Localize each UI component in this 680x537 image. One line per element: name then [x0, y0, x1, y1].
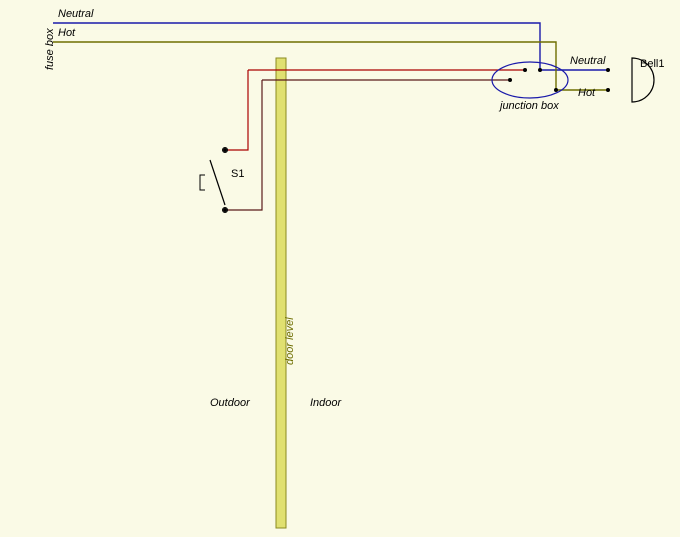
switch-bracket	[200, 175, 205, 190]
switch-label: S1	[231, 168, 244, 180]
fuse-box-label: fuse box	[44, 28, 56, 70]
hot-wire	[53, 42, 608, 90]
outdoor-label: Outdoor	[210, 397, 250, 409]
hot-top-label: Hot	[58, 27, 75, 39]
door-level	[276, 58, 286, 528]
junction-box-label: junction box	[500, 100, 559, 112]
neutral-right-label: Neutral	[570, 55, 605, 67]
wiring-svg	[0, 0, 680, 537]
hot-right-label: Hot	[578, 87, 595, 99]
door-level-label: door level	[284, 317, 296, 365]
switch-lever	[210, 160, 225, 205]
indoor-label: Indoor	[310, 397, 341, 409]
diagram-canvas: fuse box Neutral Hot Neutral Hot junctio…	[0, 0, 680, 537]
switch-wire-a	[225, 70, 248, 150]
neutral-top-label: Neutral	[58, 8, 93, 20]
bell-label: Bell1	[640, 58, 664, 70]
neutral-wire	[53, 23, 608, 70]
switch-wire-b	[225, 80, 262, 210]
